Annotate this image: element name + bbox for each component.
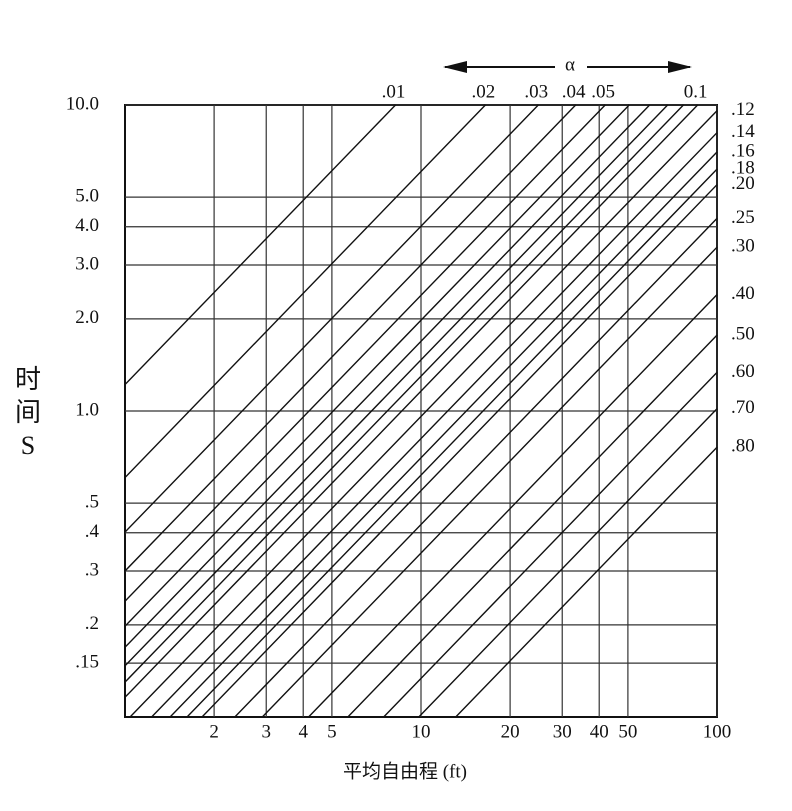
alpha-line <box>308 294 718 718</box>
alpha-value-label: .14 <box>731 121 755 142</box>
alpha-value-label: .60 <box>731 361 755 382</box>
y-tick-label: 3.0 <box>75 253 99 274</box>
alpha-label: α <box>565 54 575 75</box>
alpha-value-label: .04 <box>562 81 586 102</box>
x-tick-label: 100 <box>703 721 732 742</box>
y-tick-label: 4.0 <box>75 215 99 236</box>
alpha-value-label: .20 <box>731 173 755 194</box>
alpha-value-label: .18 <box>731 158 755 179</box>
x-tick-label: 10 <box>412 721 431 742</box>
alpha-line <box>124 104 396 386</box>
y-tick-label: 5.0 <box>75 185 99 206</box>
alpha-line <box>124 104 577 572</box>
alpha-line <box>186 168 718 718</box>
x-axis-label: 平均自由程 (ft) <box>343 760 467 782</box>
x-tick-label: 20 <box>501 721 520 742</box>
alpha-line <box>455 446 718 718</box>
alpha-line <box>151 132 718 718</box>
alpha-line <box>124 104 539 533</box>
alpha-value-label: .16 <box>731 140 755 161</box>
alpha-line <box>418 408 718 718</box>
x-tick-label: 4 <box>298 721 308 742</box>
alpha-line <box>124 104 684 683</box>
alpha-value-label: .05 <box>591 81 615 102</box>
x-tick-label: 2 <box>209 721 219 742</box>
alpha-line <box>124 104 486 479</box>
alpha-value-label: .80 <box>731 436 755 457</box>
alpha-line <box>234 217 718 718</box>
y-tick-label: .4 <box>85 521 100 542</box>
alpha-value-label: 0.1 <box>684 81 708 102</box>
alpha-line <box>169 151 718 718</box>
x-tick-label: 50 <box>618 721 637 742</box>
y-tick-label: .3 <box>85 559 99 580</box>
y-tick-label: .15 <box>75 651 99 672</box>
y-tick-label: .2 <box>85 613 99 634</box>
alpha-value-label: .01 <box>382 81 406 102</box>
x-tick-label: 30 <box>553 721 572 742</box>
alpha-value-label: .25 <box>731 207 755 228</box>
alpha-line <box>129 110 718 718</box>
alpha-value-label: .12 <box>731 99 755 120</box>
y-tick-label: 2.0 <box>75 307 99 328</box>
alpha-line <box>124 104 651 648</box>
alpha-value-label: .02 <box>472 81 496 102</box>
alpha-value-label: .03 <box>524 81 548 102</box>
alpha-line <box>201 184 718 718</box>
alpha-line <box>124 104 630 627</box>
alpha-value-label: .70 <box>731 397 755 418</box>
alpha-line <box>261 246 718 718</box>
alpha-line <box>124 104 606 602</box>
y-axis-label: 时间 S <box>15 365 41 460</box>
alpha-line <box>347 334 718 718</box>
y-tick-label: .5 <box>85 491 99 512</box>
arrow-head-left <box>443 61 467 73</box>
alpha-value-label: .40 <box>731 283 755 304</box>
arrow-head-right <box>668 61 692 73</box>
x-tick-label: 5 <box>327 721 337 742</box>
y-tick-label: 1.0 <box>75 399 99 420</box>
alpha-value-label: .50 <box>731 323 755 344</box>
alpha-line <box>383 371 718 718</box>
alpha-line <box>124 104 669 667</box>
x-tick-label: 3 <box>261 721 271 742</box>
alpha-value-label: .30 <box>731 236 755 257</box>
y-tick-label: 10.0 <box>66 93 99 114</box>
alpha-line <box>124 104 699 698</box>
x-tick-label: 40 <box>590 721 609 742</box>
